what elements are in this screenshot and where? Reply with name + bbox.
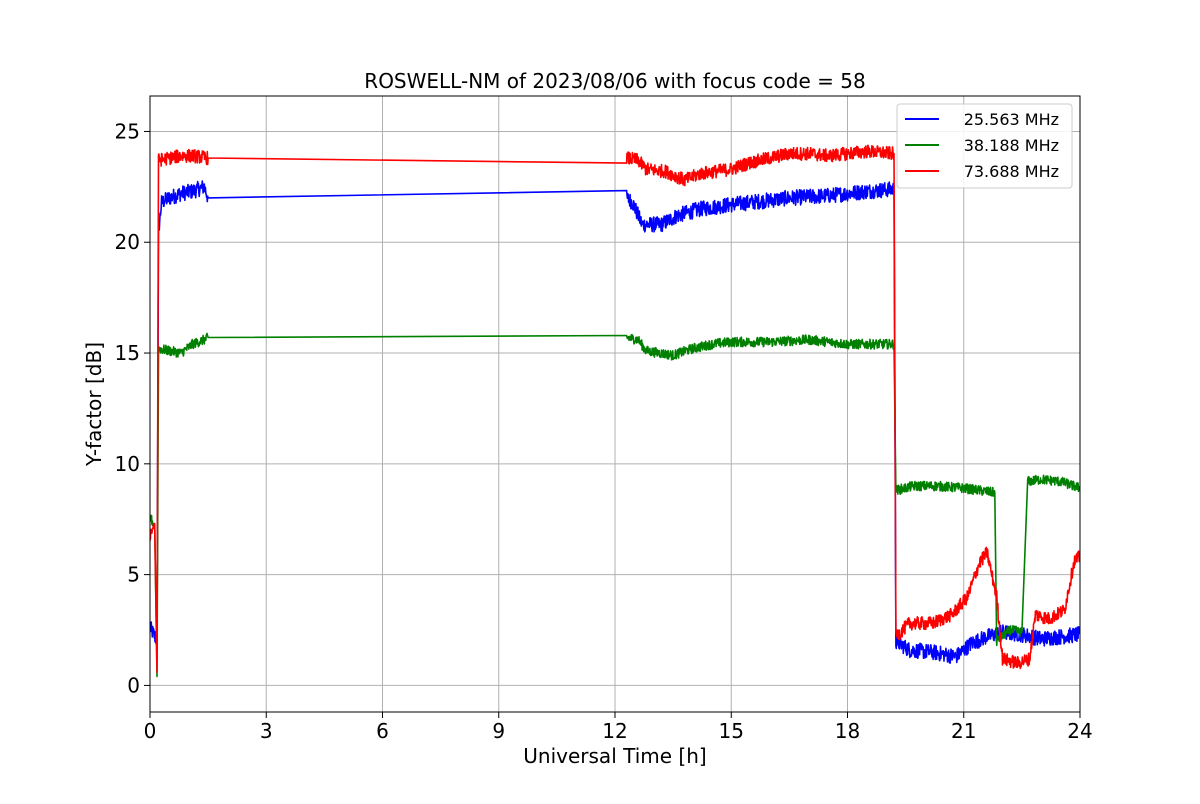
series-line [150, 144, 1080, 673]
y-tick-label: 0 [127, 673, 140, 697]
y-tick-label: 25 [115, 119, 140, 143]
x-tick-label: 6 [376, 719, 389, 743]
legend-label: 38.188 MHz [964, 136, 1059, 155]
grid [149, 96, 1081, 712]
series-line [150, 332, 1080, 678]
chart-title: ROSWELL-NM of 2023/08/06 with focus code… [364, 69, 865, 93]
x-axis-ticks: 0 3 6 9 12 15 18 21 24 [144, 712, 1093, 743]
x-tick-label: 21 [951, 719, 976, 743]
x-tick-label: 0 [144, 719, 157, 743]
x-tick-label: 9 [492, 719, 505, 743]
series-lines [150, 144, 1080, 678]
series-line [150, 180, 1080, 664]
y-tick-label: 10 [115, 452, 140, 476]
y-axis-label: Y-factor [dB] [82, 342, 106, 467]
y-tick-label: 5 [127, 563, 140, 587]
legend: 25.563 MHz 38.188 MHz 73.688 MHz [896, 103, 1073, 189]
x-tick-label: 18 [835, 719, 860, 743]
x-tick-label: 12 [602, 719, 627, 743]
legend-box [896, 103, 1073, 189]
y-tick-label: 15 [115, 341, 140, 365]
x-tick-label: 15 [719, 719, 744, 743]
x-tick-label: 24 [1067, 719, 1092, 743]
legend-label: 73.688 MHz [964, 162, 1059, 181]
x-tick-label: 3 [260, 719, 273, 743]
legend-label: 25.563 MHz [964, 110, 1059, 129]
y-tick-label: 20 [115, 230, 140, 254]
y-axis-ticks: 0 5 10 15 20 25 [115, 119, 150, 697]
x-axis-label: Universal Time [h] [523, 744, 706, 768]
